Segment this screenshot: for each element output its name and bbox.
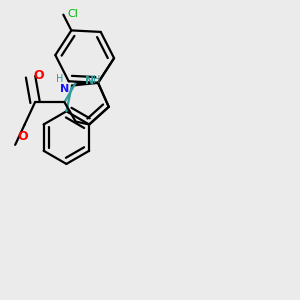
Text: N: N [85, 76, 94, 86]
Text: H: H [93, 75, 101, 85]
Text: O: O [34, 69, 44, 82]
Text: O: O [18, 130, 28, 143]
Text: H: H [56, 74, 63, 84]
Text: N: N [59, 84, 69, 94]
Text: Cl: Cl [67, 9, 78, 19]
